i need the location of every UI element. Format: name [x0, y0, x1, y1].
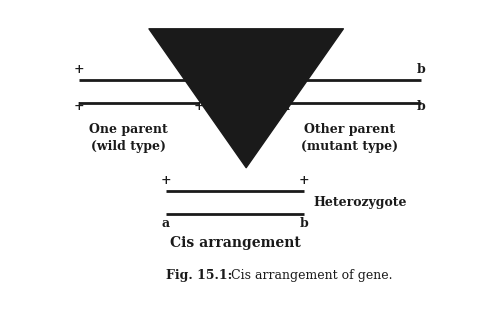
Text: Other parent
(mutant type): Other parent (mutant type): [301, 123, 398, 153]
Text: One parent
(wild type): One parent (wild type): [89, 123, 167, 153]
Text: +: +: [74, 63, 85, 77]
Text: Heterozygote: Heterozygote: [314, 196, 407, 209]
Text: +: +: [160, 174, 171, 187]
Text: +: +: [194, 63, 205, 77]
Text: a: a: [282, 63, 289, 77]
Text: Fig. 15.1:: Fig. 15.1:: [166, 269, 232, 282]
Text: a: a: [162, 217, 169, 230]
Text: +: +: [299, 174, 310, 187]
Text: b: b: [416, 100, 425, 113]
Text: Cis arrangement: Cis arrangement: [169, 236, 300, 250]
Text: Cis arrangement of gene.: Cis arrangement of gene.: [227, 269, 393, 282]
Text: b: b: [300, 217, 309, 230]
Text: a: a: [282, 100, 289, 113]
Text: +: +: [194, 100, 205, 113]
Text: +: +: [74, 100, 85, 113]
Text: b: b: [416, 63, 425, 77]
